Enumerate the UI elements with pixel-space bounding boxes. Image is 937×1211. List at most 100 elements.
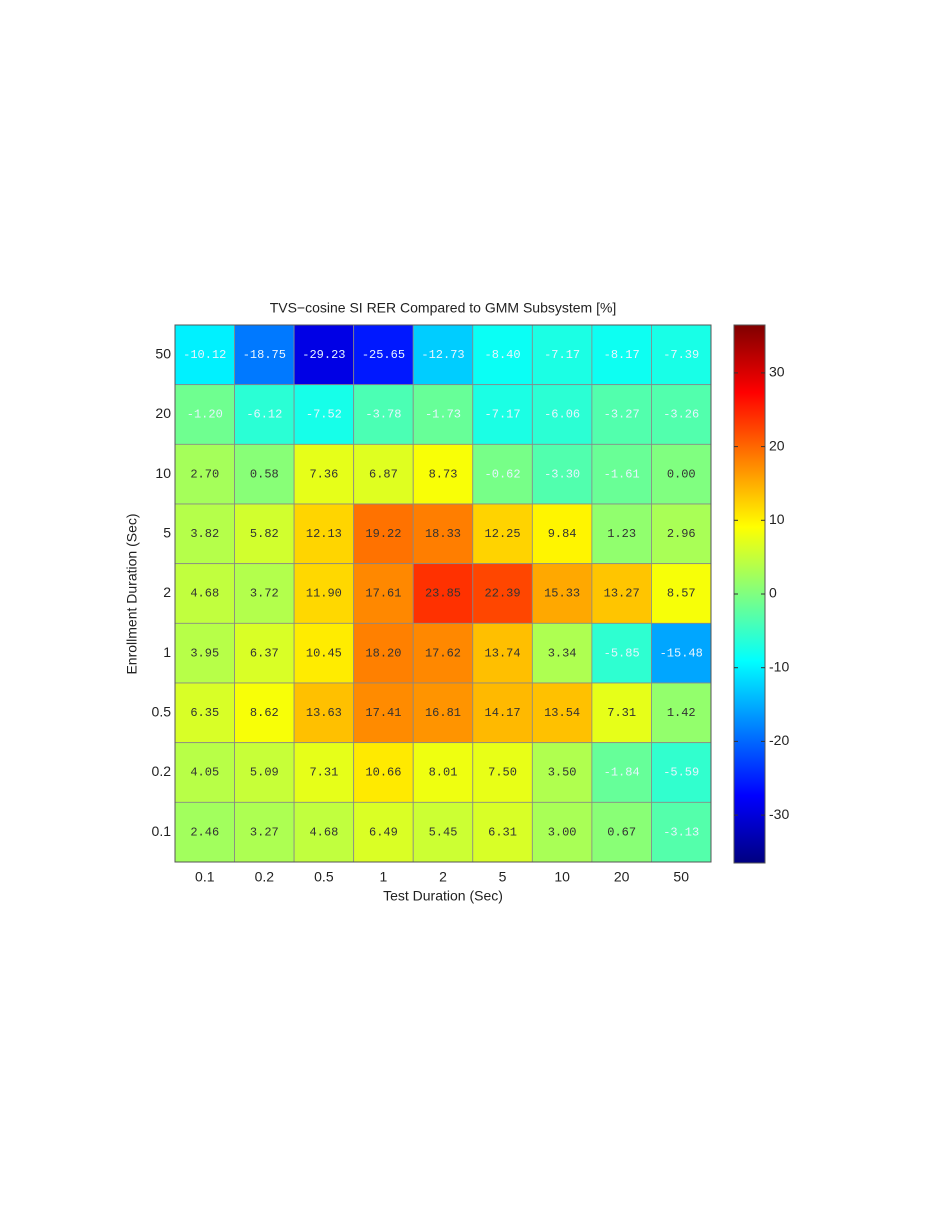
- cell-label: 19.22: [365, 527, 401, 541]
- cell-label: 2.46: [190, 825, 219, 839]
- heatmap-cell: [234, 324, 295, 386]
- heatmap-cell: [651, 503, 712, 565]
- cell-label: -7.39: [663, 348, 699, 362]
- cell-label: 1.23: [607, 527, 636, 541]
- cell-label: 5.09: [250, 766, 279, 780]
- cell-label: 6.35: [190, 706, 219, 720]
- cell-label: -1.61: [604, 467, 640, 481]
- cell-label: 4.68: [309, 825, 338, 839]
- cell-label: -3.26: [663, 408, 699, 422]
- cell-label: -6.12: [246, 408, 282, 422]
- cell-label: 4.05: [190, 766, 219, 780]
- x-tick-label: 0.1: [195, 869, 215, 885]
- cell-label: -3.78: [365, 408, 401, 422]
- heatmap-cell: [353, 384, 414, 445]
- colorbar-tick-label: 10: [769, 511, 785, 527]
- heatmap-cell: [353, 503, 414, 565]
- heatmap-cell: [353, 443, 414, 505]
- cell-label: 3.72: [250, 587, 279, 601]
- cell-label: 23.85: [425, 587, 461, 601]
- heatmap-cell: [234, 503, 295, 565]
- heatmap-cell: [234, 801, 295, 863]
- cell-label: -25.65: [362, 348, 405, 362]
- cell-label: -1.84: [604, 766, 640, 780]
- cell-label: -5.59: [663, 766, 699, 780]
- y-axis-label: Enrollment Duration (Sec): [124, 513, 140, 674]
- heatmap-cell: [531, 801, 593, 863]
- heatmap-cell: [651, 563, 712, 624]
- heatmap-cell: [293, 622, 355, 684]
- cell-label: 12.25: [485, 527, 521, 541]
- heatmap-cell: [531, 742, 593, 803]
- x-tick-label: 50: [673, 869, 689, 885]
- cell-label: 3.27: [250, 825, 279, 839]
- cell-label: 12.13: [306, 527, 342, 541]
- cell-label: -3.13: [663, 825, 699, 839]
- cell-label: 2.96: [667, 527, 696, 541]
- heatmap-cell: [531, 384, 593, 445]
- heatmap-cell: [412, 443, 474, 505]
- heatmap-cell: [293, 742, 355, 803]
- heatmap-cell: [353, 563, 414, 624]
- heatmap-cell: [174, 384, 235, 445]
- cell-label: 7.50: [488, 766, 517, 780]
- heatmap-cell: [174, 563, 235, 624]
- y-tick-label: 0.1: [152, 823, 172, 839]
- colorbar-tick-label: -10: [769, 658, 789, 674]
- cell-label: -12.73: [421, 348, 464, 362]
- heatmap-cell: [651, 742, 712, 803]
- heatmap-cell: [472, 324, 533, 386]
- cell-label: 17.61: [365, 587, 401, 601]
- cell-label: 8.73: [429, 467, 458, 481]
- cell-label: 3.34: [548, 646, 577, 660]
- colorbar-tick-label: -20: [769, 732, 789, 748]
- cell-label: 6.87: [369, 467, 398, 481]
- heatmap-cell: [174, 622, 235, 684]
- heatmap-cell: [472, 801, 533, 863]
- heatmap-cell: [174, 443, 235, 505]
- heatmap-cell: [651, 801, 712, 863]
- heatmap-cell: [472, 622, 533, 684]
- heatmap-cell: [174, 801, 235, 863]
- heatmap-cell: [293, 384, 355, 445]
- heatmap-cell: [651, 622, 712, 684]
- y-tick-label: 5: [163, 525, 171, 541]
- heatmap-cell: [591, 622, 652, 684]
- y-tick-label: 50: [155, 346, 171, 362]
- heatmap-cell: [353, 742, 414, 803]
- x-tick-label: 1: [380, 869, 388, 885]
- cell-label: 18.20: [365, 646, 401, 660]
- heatmap-cell: [412, 384, 474, 445]
- heatmap-cell: [412, 801, 474, 863]
- cell-label: -10.12: [183, 348, 226, 362]
- heatmap-cell: [174, 682, 235, 744]
- cell-label: 17.41: [365, 706, 401, 720]
- cell-label: 1.42: [667, 706, 696, 720]
- heatmap-cell: [472, 563, 533, 624]
- x-tick-label: 5: [499, 869, 507, 885]
- heatmap-cell: [353, 324, 414, 386]
- heatmap-cell: [293, 443, 355, 505]
- y-tick-label: 0.2: [152, 763, 172, 779]
- heatmap-cell: [591, 503, 652, 565]
- cell-label: -3.27: [604, 408, 640, 422]
- heatmap-cell: [591, 384, 652, 445]
- heatmap-cell: [472, 742, 533, 803]
- cell-label: -15.48: [660, 646, 703, 660]
- heatmap-cell: [651, 384, 712, 445]
- cell-label: 17.62: [425, 646, 461, 660]
- cell-label: 13.63: [306, 706, 342, 720]
- cell-label: 0.58: [250, 467, 279, 481]
- colorbar: [733, 324, 766, 864]
- cell-label: 8.57: [667, 587, 696, 601]
- heatmap-cell: [412, 682, 474, 744]
- cell-label: -1.20: [187, 408, 223, 422]
- heatmap-cell: [293, 801, 355, 863]
- cell-label: 3.00: [548, 825, 577, 839]
- cell-label: -8.17: [604, 348, 640, 362]
- cell-label: -8.40: [485, 348, 521, 362]
- cell-label: -7.52: [306, 408, 342, 422]
- cell-label: 3.95: [190, 646, 219, 660]
- chart-title: TVS−cosine SI RER Compared to GMM Subsys…: [270, 300, 617, 316]
